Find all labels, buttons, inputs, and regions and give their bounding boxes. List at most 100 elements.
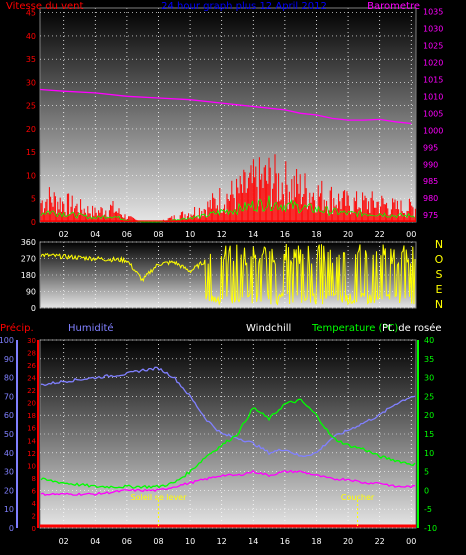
graph-title: 24 hour graph plus 12 April 2012 — [161, 1, 327, 12]
wind-y-tick: 15 — [26, 148, 36, 157]
precip-y-tick: 30 — [27, 337, 36, 345]
humidity-y-tick: 40 — [4, 449, 14, 458]
wind-direction-line — [40, 243, 416, 306]
temp-y-tick: 10 — [424, 449, 434, 458]
temp-panel-x-tick: 20 — [343, 537, 353, 546]
compass-o-label: O — [435, 253, 444, 266]
humidity-y-tick: 50 — [4, 430, 14, 439]
baro-y-tick: 1020 — [423, 58, 443, 67]
precip-y-tick: 16 — [27, 425, 36, 433]
humidity-y-tick: 70 — [4, 392, 14, 401]
wind-y-tick: 0 — [31, 218, 36, 227]
precip-y-tick: 4 — [32, 500, 37, 508]
temp-y-tick: 15 — [424, 430, 434, 439]
temp-y-tick: -10 — [424, 524, 437, 533]
dew-point-line — [40, 469, 416, 496]
direction-y-tick: 360 — [21, 238, 36, 247]
wind-y-tick: 5 — [31, 195, 36, 204]
baro-y-tick: 995 — [423, 143, 438, 152]
humidity-y-tick: 80 — [4, 374, 14, 383]
precip-y-tick: 24 — [27, 375, 36, 383]
precip-y-tick: 6 — [32, 487, 37, 495]
temp-panel-x-tick: 04 — [90, 537, 100, 546]
precip-y-tick: 8 — [32, 475, 36, 483]
temp-panel-x-tick: 08 — [153, 537, 163, 546]
humidity-y-tick: 10 — [4, 505, 14, 514]
temperature-title: Temperature (°C) — [311, 323, 398, 334]
precip-y-tick: 28 — [27, 350, 36, 358]
precip-y-tick: 12 — [27, 450, 36, 458]
precip-y-tick: 10 — [27, 462, 36, 470]
direction-y-tick: 270 — [21, 255, 36, 264]
humidity-y-tick: 20 — [4, 486, 14, 495]
temp-panel-x-tick: 06 — [122, 537, 132, 546]
humidity-y-tick: 30 — [4, 468, 14, 477]
compass-n-label: N — [435, 298, 443, 311]
temp-y-tick: 35 — [424, 355, 434, 364]
sunset-label: Coucher — [341, 493, 375, 502]
wind-panel-x-tick: 14 — [248, 230, 258, 239]
wind-panel-x-tick: 08 — [153, 230, 163, 239]
windchill-title: Windchill — [246, 323, 291, 334]
baro-y-tick: 1015 — [423, 75, 443, 84]
temp-panel-x-tick: 02 — [59, 537, 69, 546]
precip-y-tick: 26 — [27, 362, 36, 370]
baro-y-tick: 1035 — [423, 7, 443, 16]
wind-y-tick: 30 — [26, 78, 36, 87]
wind-panel-plot-area — [40, 8, 416, 222]
baro-y-tick: 1030 — [423, 24, 443, 33]
sunrise-label: Soleil se lever — [131, 493, 188, 502]
wind-panel-x-tick: 04 — [90, 230, 100, 239]
barometer-line — [39, 88, 412, 125]
wind-y-tick: 40 — [26, 32, 36, 41]
wind-average-line — [40, 195, 415, 223]
temp-panel-x-tick: 12 — [217, 537, 227, 546]
temp-y-tick: 5 — [424, 468, 429, 477]
precip-title: Précip. — [0, 322, 34, 334]
wind-y-tick: 35 — [26, 55, 36, 64]
precip-y-tick: 22 — [27, 387, 36, 395]
baro-y-tick: 1010 — [423, 92, 443, 101]
wind-panel-x-tick: 22 — [375, 230, 385, 239]
baro-y-tick: 985 — [423, 177, 438, 186]
compass-s-label: S — [436, 268, 443, 281]
humidity-line — [40, 366, 416, 457]
temp-y-tick: -5 — [424, 505, 432, 514]
humidity-y-tick: 60 — [4, 411, 14, 420]
precip-y-tick: 2 — [32, 512, 36, 520]
wind-panel-x-tick: 20 — [343, 230, 353, 239]
temp-y-tick: 40 — [424, 336, 434, 345]
precip-y-tick: 20 — [27, 400, 36, 408]
temp-y-tick: 20 — [424, 411, 434, 420]
baro-y-tick: 1000 — [423, 126, 443, 135]
precip-y-tick: 14 — [27, 437, 36, 445]
wind-y-tick: 25 — [26, 102, 36, 111]
barometer-title: Barometre — [367, 1, 420, 12]
wind-y-tick: 45 — [26, 9, 36, 18]
temp-y-tick: 30 — [424, 374, 434, 383]
wind-y-tick: 20 — [26, 125, 36, 134]
wind-y-tick: 10 — [26, 171, 36, 180]
precip-y-tick: 18 — [27, 412, 36, 420]
temp-panel-x-tick: 00 — [406, 537, 416, 546]
baro-y-tick: 980 — [423, 194, 438, 203]
wind-panel-x-tick: 12 — [217, 230, 227, 239]
wind-panel-x-tick: 10 — [185, 230, 195, 239]
temp-panel-x-tick: 10 — [185, 537, 195, 546]
direction-y-tick: 90 — [26, 288, 36, 297]
temp-panel-x-tick: 22 — [375, 537, 385, 546]
compass-e-label: E — [436, 283, 443, 296]
humidity-y-tick: 0 — [9, 524, 14, 533]
compass-n-label: N — [435, 238, 443, 251]
temperature-line — [40, 398, 416, 489]
dew-point-title: Pt. de rosée — [382, 322, 442, 334]
humidity-title: Humidité — [68, 322, 114, 334]
wind-panel-x-tick: 00 — [406, 230, 416, 239]
humidity-y-tick: 100 — [0, 336, 14, 345]
temp-panel-x-tick: 14 — [248, 537, 258, 546]
wind-panel-x-tick: 18 — [311, 230, 321, 239]
precip-y-tick: 0 — [32, 525, 36, 533]
wind-panel-x-tick: 16 — [280, 230, 290, 239]
